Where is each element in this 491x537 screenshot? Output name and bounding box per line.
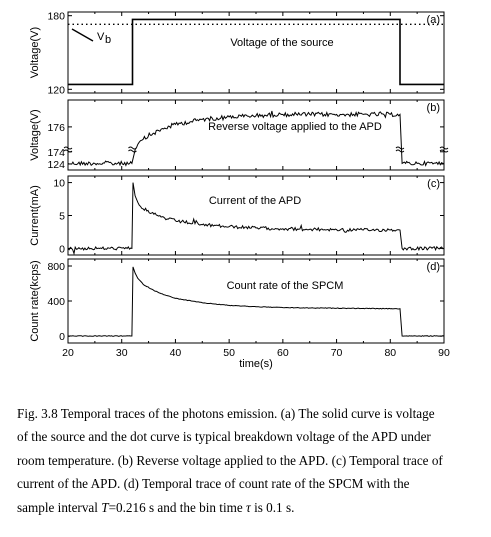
panel-frame	[67, 99, 445, 171]
y-axis-label: Count rate(kcps)	[29, 260, 41, 341]
vb-label: V	[97, 31, 105, 43]
y-tick-label: 174	[47, 147, 65, 159]
x-tick-label: 50	[223, 347, 235, 359]
series-line	[67, 182, 445, 256]
caption-line-5-pre: sample interval	[17, 499, 102, 515]
panel-annotation: Count rate of the SPCM	[227, 280, 344, 292]
panel-label: (d)	[427, 261, 440, 273]
series-line	[67, 266, 445, 337]
panel-frame	[67, 258, 445, 344]
y-axis-label: Voltage(V)	[29, 27, 41, 78]
caption-symbol-tau: τ	[246, 499, 251, 515]
caption-line-5: sample interval T=0.216 s and the bin ti…	[17, 496, 479, 519]
y-tick-label: 0	[59, 243, 65, 255]
panel-annotation: Current of the APD	[209, 195, 301, 207]
x-tick-label: 80	[384, 347, 396, 359]
figure-caption: Fig. 3.8 Temporal traces of the photons …	[17, 402, 479, 519]
panel-annotation: Voltage of the source	[230, 37, 333, 49]
vb-pointer-line	[71, 28, 94, 42]
y-tick-label: 120	[47, 84, 65, 96]
axis-break-wave	[395, 146, 405, 150]
figure-chart: 120 180 Voltage(V) (a) Voltage of the source…	[29, 11, 450, 370]
series-line	[67, 110, 444, 167]
y-tick-label: 10	[53, 178, 65, 190]
axis-break-wave	[63, 146, 73, 150]
axis-break-wave	[63, 149, 73, 153]
x-tick-label: 90	[438, 347, 450, 359]
panel-d: 0 400 800 Count rate(kcps) (d) Count rate of …	[29, 258, 450, 370]
y-tick-label: 800	[47, 261, 65, 273]
y-tick-label: 0	[59, 331, 65, 343]
x-tick-label: 70	[331, 347, 343, 359]
y-axis-label: Voltage(V)	[29, 109, 41, 160]
panel-c: 0 5 10 Current(mA) (c) Current of the APD	[29, 175, 445, 256]
panel-frame	[67, 175, 445, 256]
vb-label-subscript: b	[105, 34, 111, 46]
axis-break-wave	[128, 149, 137, 153]
caption-line-2: of the source and the dot curve is typic…	[17, 429, 431, 445]
panel-label: (a)	[427, 14, 440, 26]
y-tick-label: 124	[47, 159, 65, 171]
caption-line-1: Fig. 3.8 Temporal traces of the photons …	[17, 406, 435, 421]
series-line	[68, 18, 444, 86]
x-tick-label: 60	[277, 347, 289, 359]
y-tick-label: 176	[47, 122, 65, 134]
caption-line-3: room temperature. (b) Reverse voltage ap…	[17, 452, 443, 468]
axis-break-wave	[439, 146, 449, 150]
panel-annotation: Reverse voltage applied to the APD	[208, 121, 382, 133]
caption-line-5-mid: =0.216 s and the bin time	[108, 499, 247, 515]
y-tick-label: 180	[47, 11, 65, 23]
axis-break-mark	[395, 146, 405, 153]
y-tick-label: 5	[59, 211, 65, 223]
y-tick-label: 400	[47, 296, 65, 308]
caption-line-4: current of the APD. (d) Temporal trace o…	[17, 476, 410, 492]
axis-break-mark	[63, 146, 73, 153]
axis-break-wave	[128, 146, 137, 150]
x-axis-label: time(s)	[239, 358, 273, 370]
caption-line-5-post: is 0.1 s.	[250, 499, 295, 515]
panel-label: (b)	[427, 102, 440, 114]
x-tick-label: 20	[62, 347, 74, 359]
axis-break-wave	[439, 149, 449, 153]
y-axis-label: Current(mA)	[29, 185, 41, 246]
panel-label: (c)	[427, 178, 440, 190]
panel-a: 120 180 Voltage(V) (a) Voltage of the source…	[29, 11, 445, 96]
x-tick-label: 40	[170, 347, 182, 359]
x-tick-label: 30	[116, 347, 128, 359]
axis-break-mark	[128, 146, 137, 153]
caption-symbol-T: T	[101, 499, 109, 515]
axis-break-wave	[395, 149, 405, 153]
axis-break-mark	[439, 146, 449, 153]
